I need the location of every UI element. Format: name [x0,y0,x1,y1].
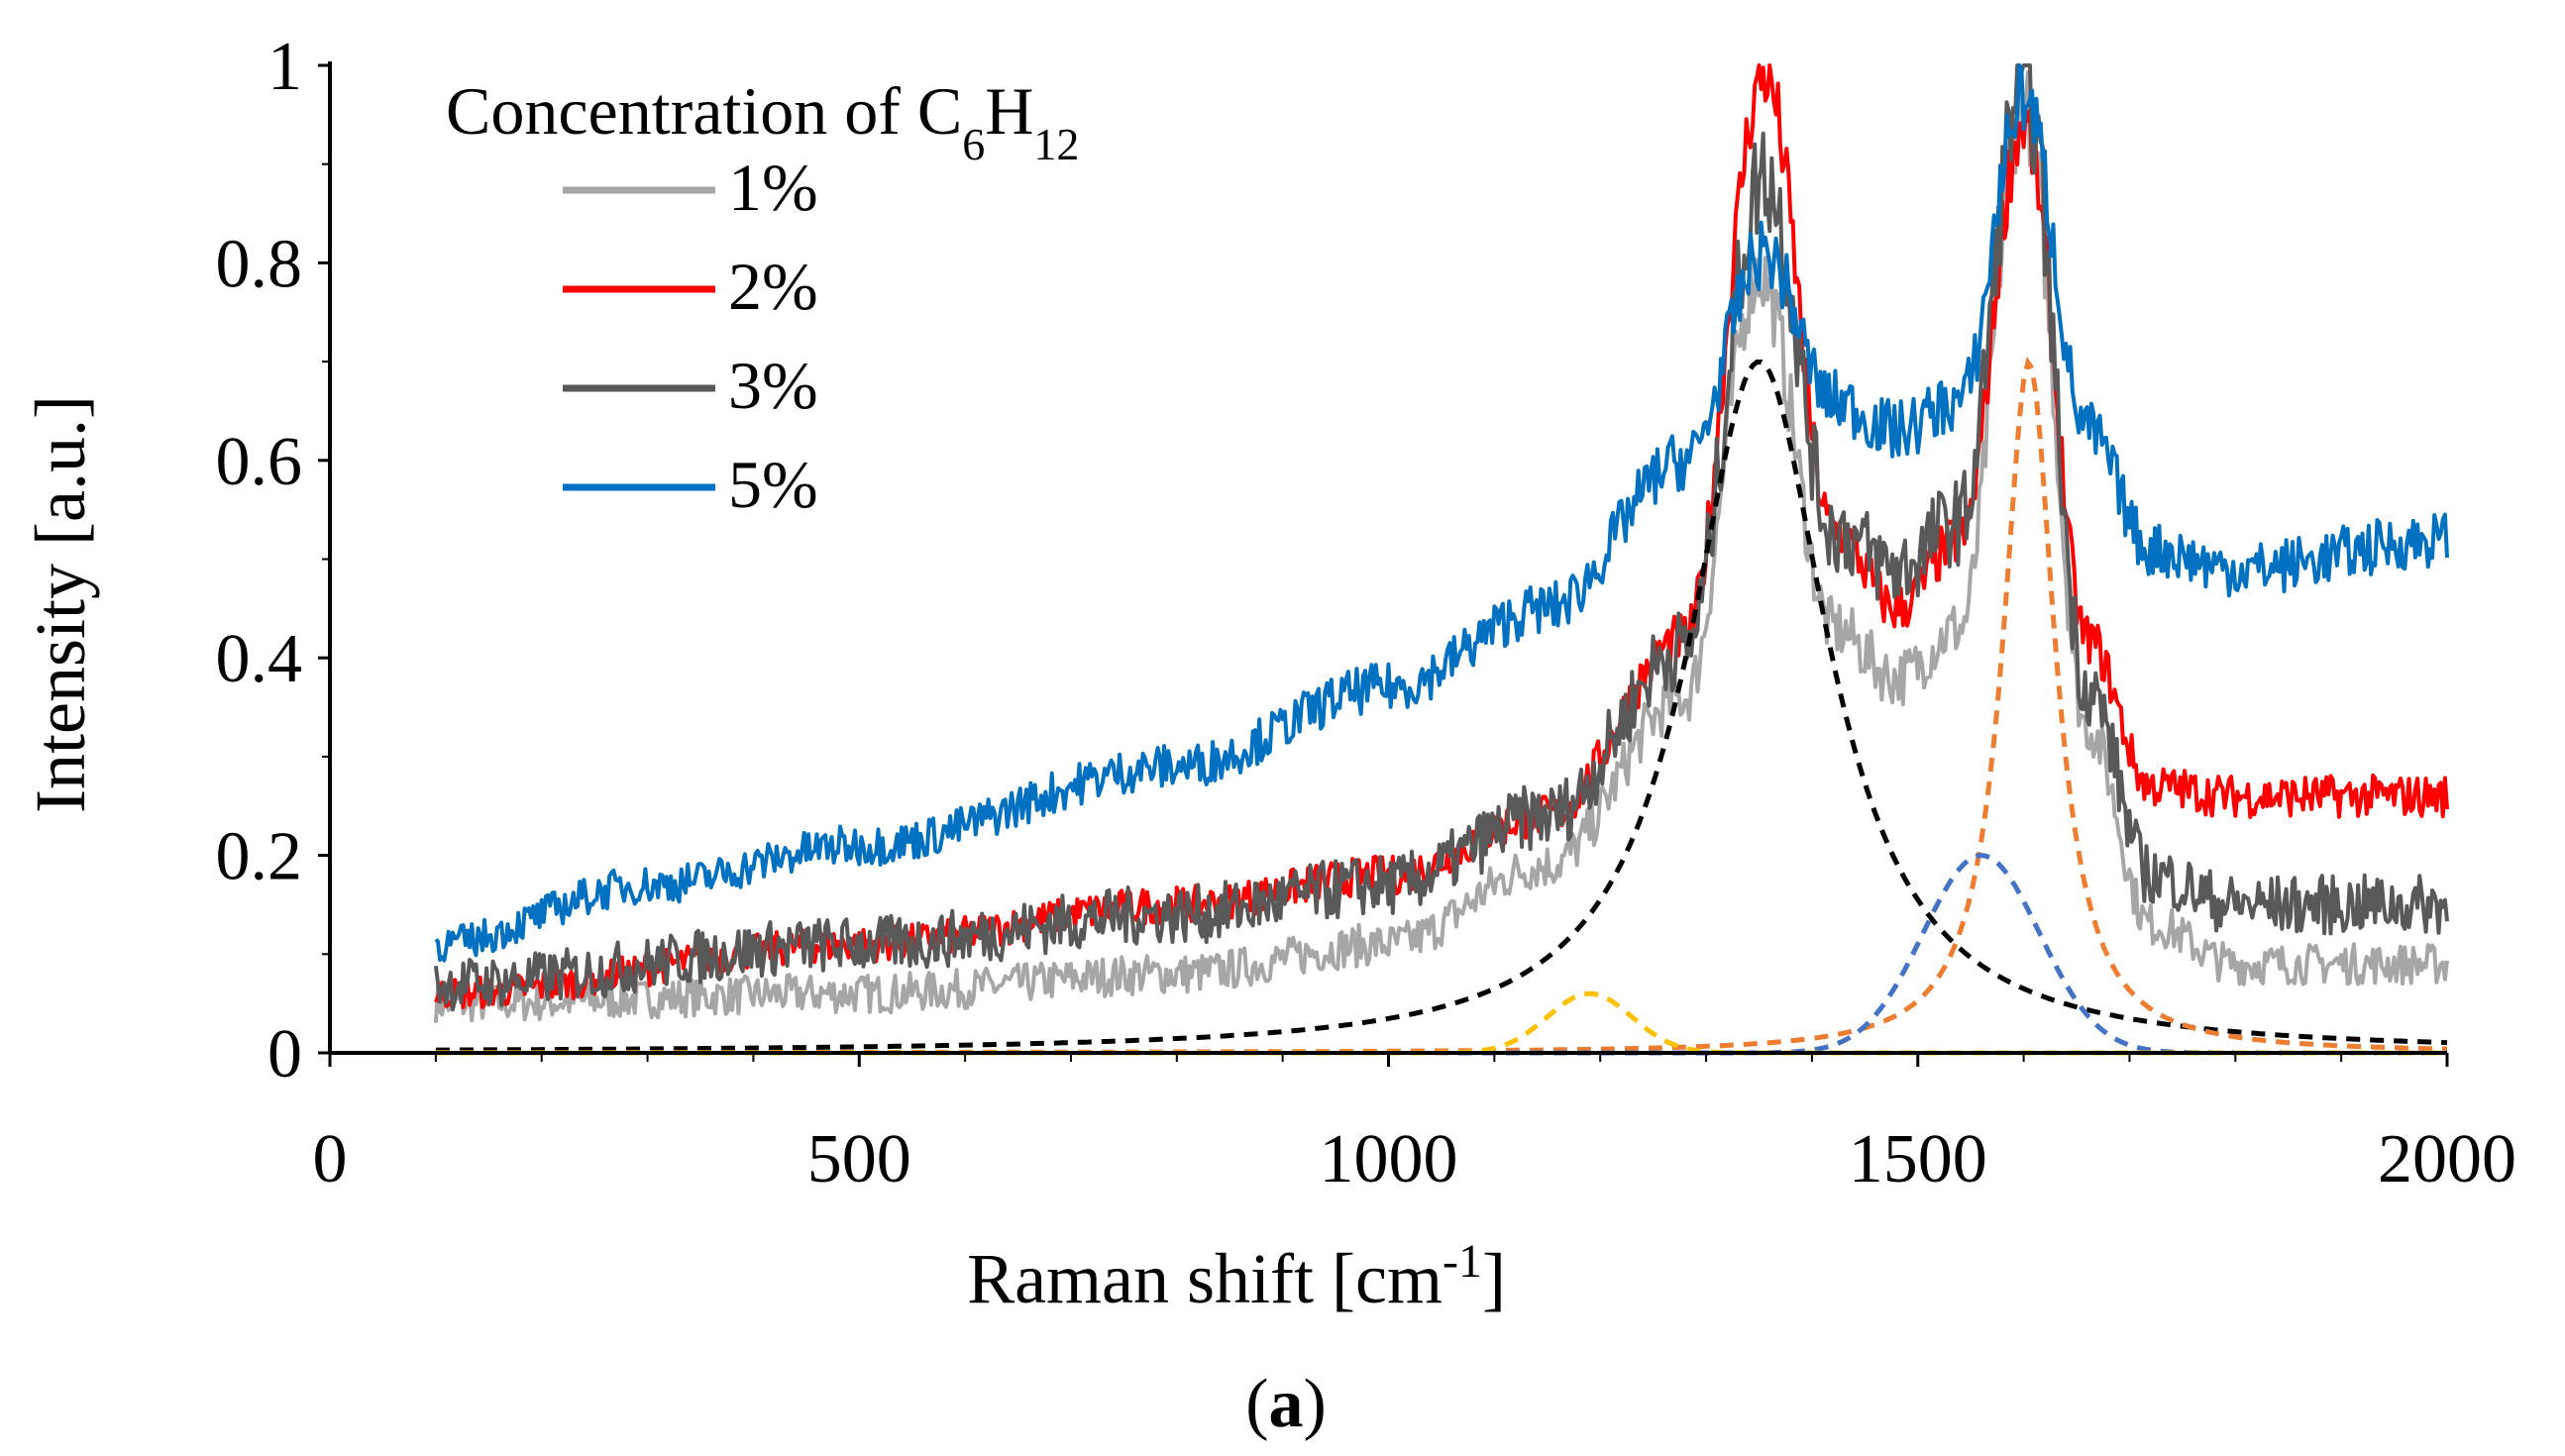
x-axis-title-main: Raman shift [cm [967,1239,1443,1318]
y-tick-label: 0.8 [216,226,303,302]
x-tick-label: 0 [313,1121,348,1197]
y-tick-label: 0.2 [216,819,303,895]
legend-title-prefix: Concentration of C [446,73,962,149]
legend-title-sub2: 12 [1033,119,1079,169]
series-line-3pct [433,63,2449,1012]
legend: Concentration of C6H12 1% 2% 3% 5% [446,73,1079,522]
y-tick-label: 1 [267,29,302,105]
legend-entries: 1% 2% 3% 5% [563,150,818,522]
x-axis-title-sup: -1 [1443,1235,1482,1288]
ticks-layer: 0 0.2 0.4 0.6 0.8 1 0 500 1000 1500 2000 [216,29,2517,1197]
fit-curve-d-band [435,360,2448,1053]
legend-label: 3% [728,348,818,423]
x-axis-title-end: ] [1482,1239,1506,1318]
series-line-1pct [433,70,2449,1023]
legend-title-sub1: 6 [962,119,985,169]
legend-label: 5% [728,447,818,522]
y-tick-label: 0.6 [216,424,303,500]
x-tick-label: 1500 [1849,1121,1987,1197]
series-layer [433,63,2449,1023]
y-axis-title: Intensity [a.u.] [21,395,100,813]
series-line-5pct [434,63,2449,963]
legend-label: 1% [728,150,818,225]
y-tick-label: 0.4 [216,621,303,697]
figure-caption: (a) [1245,1366,1327,1442]
caption-prefix: ( [1245,1366,1268,1442]
caption-suffix: ) [1304,1366,1327,1442]
x-axis-title: Raman shift [cm-1] [967,1235,1506,1319]
y-tick-label: 0 [267,1016,302,1092]
legend-title-mid: H [985,73,1033,149]
x-tick-label: 2000 [2378,1121,2516,1197]
caption-letter: a [1269,1366,1304,1442]
x-tick-label: 1000 [1320,1121,1458,1197]
legend-label: 2% [728,249,818,324]
x-tick-label: 500 [807,1121,911,1197]
legend-title: Concentration of C6H12 [446,73,1079,169]
